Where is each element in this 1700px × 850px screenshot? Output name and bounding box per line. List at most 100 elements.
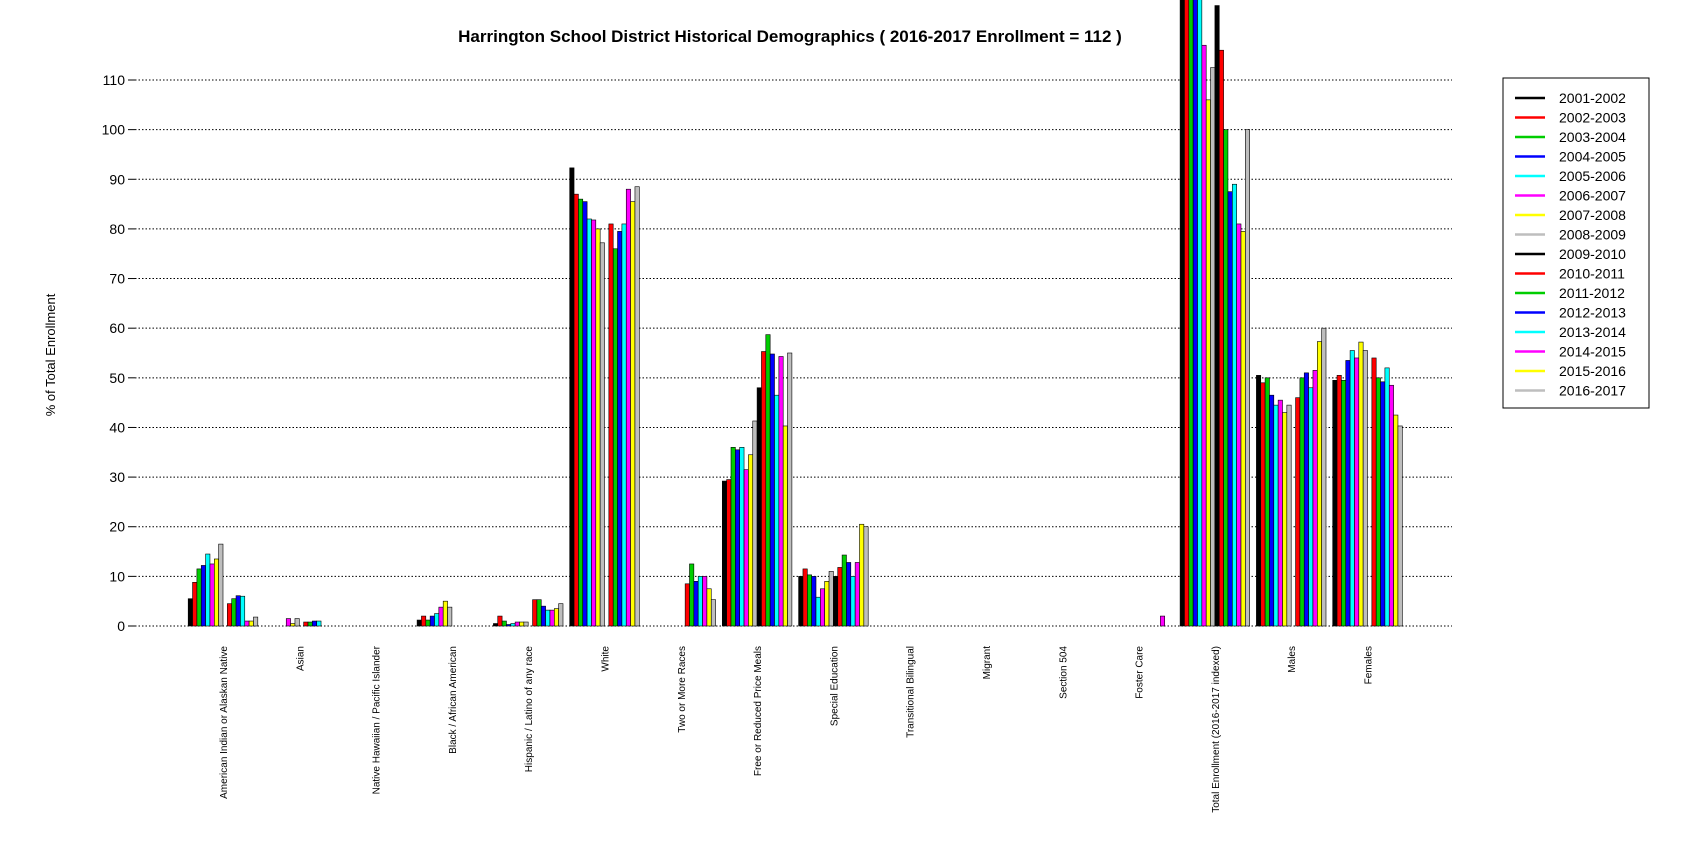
bar bbox=[748, 454, 754, 627]
bar bbox=[447, 606, 453, 627]
bar bbox=[1232, 183, 1237, 627]
bar bbox=[743, 469, 749, 627]
y-tick-label: 50 bbox=[109, 370, 125, 386]
bar bbox=[429, 615, 435, 627]
x-tick-label: Two or More Races bbox=[677, 646, 688, 733]
bar bbox=[765, 334, 771, 627]
bar bbox=[689, 563, 695, 627]
bar bbox=[710, 599, 716, 627]
bar bbox=[425, 619, 431, 627]
legend-label: 2009-2010 bbox=[1559, 246, 1626, 262]
chart-title: Harrington School District Historical De… bbox=[458, 27, 1122, 46]
bar bbox=[1269, 394, 1275, 627]
bar bbox=[434, 613, 440, 627]
bar bbox=[285, 618, 291, 627]
bar bbox=[706, 588, 712, 627]
bar bbox=[549, 609, 555, 627]
x-tick-label: Black / African American bbox=[448, 646, 459, 754]
bar bbox=[1308, 387, 1314, 627]
bar bbox=[1341, 379, 1347, 627]
bar bbox=[240, 595, 246, 627]
bar bbox=[820, 588, 825, 627]
legend-label: 2005-2006 bbox=[1559, 168, 1626, 184]
bar bbox=[532, 599, 538, 627]
x-tick-label: Free or Reduced Price Meals bbox=[753, 646, 764, 776]
bar bbox=[192, 582, 198, 627]
bar bbox=[1184, 0, 1190, 627]
bar bbox=[854, 562, 860, 627]
bar bbox=[730, 447, 736, 627]
bar bbox=[205, 553, 211, 627]
bar bbox=[702, 576, 708, 627]
bar bbox=[739, 447, 745, 627]
x-tick-label: Asian bbox=[295, 646, 306, 671]
bar bbox=[735, 449, 740, 627]
legend-label: 2008-2009 bbox=[1559, 227, 1626, 243]
bar bbox=[1223, 129, 1229, 627]
bar bbox=[850, 576, 856, 627]
bar bbox=[726, 479, 732, 627]
bar bbox=[253, 616, 259, 627]
bar bbox=[227, 603, 233, 627]
legend-box bbox=[1502, 77, 1650, 409]
bar bbox=[493, 623, 499, 627]
bar bbox=[863, 526, 869, 627]
legend-label: 2014-2015 bbox=[1559, 344, 1626, 360]
bar bbox=[806, 574, 812, 627]
bar bbox=[815, 596, 821, 627]
bar bbox=[438, 606, 444, 627]
y-tick-label: 20 bbox=[109, 519, 125, 535]
bar bbox=[1218, 49, 1224, 627]
y-tick-label: 100 bbox=[102, 122, 126, 138]
bar bbox=[693, 581, 699, 627]
bar bbox=[1192, 0, 1198, 627]
bar bbox=[846, 562, 852, 627]
bar bbox=[244, 620, 250, 627]
bar bbox=[573, 193, 579, 627]
bar bbox=[811, 576, 817, 627]
bar bbox=[802, 568, 808, 627]
bar bbox=[1362, 350, 1368, 627]
bar bbox=[586, 218, 592, 627]
bar bbox=[1205, 99, 1211, 627]
bar bbox=[612, 248, 618, 627]
bar bbox=[1332, 379, 1338, 627]
bar bbox=[1201, 44, 1207, 627]
bar bbox=[540, 605, 546, 627]
x-tick-label: Total Enrollment (2016-2017 indexed) bbox=[1211, 646, 1222, 813]
bar bbox=[1336, 375, 1342, 627]
bar bbox=[218, 543, 224, 627]
legend-label: 2011-2012 bbox=[1559, 285, 1625, 301]
bar bbox=[307, 621, 313, 627]
legend-label: 2016-2017 bbox=[1559, 383, 1626, 399]
legend-label: 2001-2002 bbox=[1559, 90, 1626, 106]
bar bbox=[514, 621, 520, 627]
bar bbox=[1375, 377, 1381, 627]
y-tick-label: 80 bbox=[109, 221, 125, 237]
bar bbox=[200, 565, 206, 627]
x-tick-label: Females bbox=[1364, 646, 1375, 684]
legend-label: 2004-2005 bbox=[1559, 149, 1626, 165]
bar bbox=[1303, 372, 1309, 627]
bar bbox=[569, 167, 575, 627]
bar bbox=[519, 621, 525, 627]
bar bbox=[761, 351, 767, 627]
bar bbox=[756, 387, 762, 627]
bar bbox=[778, 356, 784, 627]
x-tick-label: Section 504 bbox=[1058, 646, 1069, 699]
bar bbox=[697, 576, 703, 627]
x-tick-label: Migrant bbox=[982, 646, 993, 680]
bar bbox=[1197, 0, 1203, 627]
bar bbox=[303, 621, 309, 627]
bar bbox=[1179, 0, 1185, 627]
x-tick-label: White bbox=[601, 646, 612, 672]
y-tick-label: 60 bbox=[109, 320, 125, 336]
bar bbox=[833, 576, 839, 627]
bar bbox=[1299, 377, 1305, 627]
y-tick-label: 90 bbox=[109, 171, 125, 187]
bar bbox=[617, 231, 623, 627]
bar bbox=[196, 568, 202, 627]
bar bbox=[721, 480, 727, 627]
legend-label: 2012-2013 bbox=[1559, 305, 1626, 321]
